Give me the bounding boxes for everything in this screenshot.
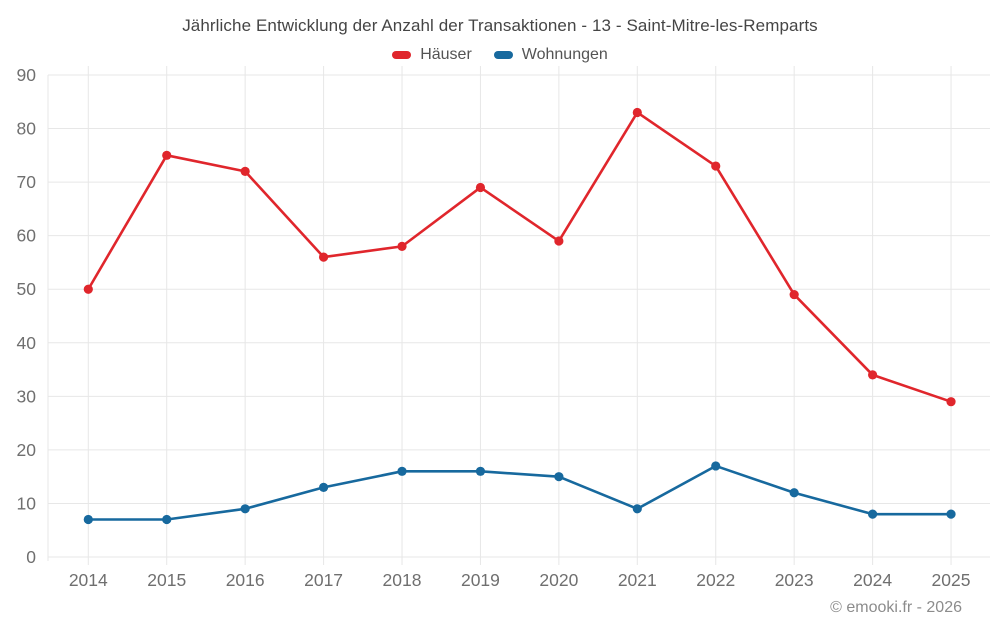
legend-swatch-wohnungen [493,51,513,59]
data-point-wohnungen-2016 [240,504,250,514]
y-axis-label: 50 [17,279,37,299]
y-axis-label: 10 [17,493,37,513]
y-axis-label: 20 [17,440,37,460]
data-point-h-user-2015 [162,150,172,160]
data-point-wohnungen-2022 [711,461,721,471]
data-point-h-user-2023 [789,289,799,300]
data-point-wohnungen-2021 [632,504,642,514]
x-axis-label: 2023 [775,570,814,590]
legend-swatch-h-user [392,51,412,59]
x-axis-label: 2019 [461,570,500,590]
data-point-wohnungen-2019 [475,466,486,476]
data-point-h-user-2018 [397,241,407,251]
series-line-wohnungen [87,464,953,521]
copyright-text: © emooki.fr - 2026 [830,599,962,616]
y-axis-label: 40 [17,333,37,353]
data-point-wohnungen-2023 [789,488,799,498]
x-axis-label: 2017 [304,570,343,590]
data-point-wohnungen-2020 [554,472,564,482]
data-point-h-user-2021 [632,107,642,118]
y-axis-label: 0 [26,547,36,567]
data-point-h-user-2022 [711,161,721,171]
data-point-h-user-2020 [554,236,564,246]
data-point-h-user-2025 [946,397,956,407]
data-point-wohnungen-2017 [318,482,329,492]
data-point-h-user-2017 [318,252,329,262]
legend-label-h-user: Häuser [420,46,472,63]
chart-title: Jährliche Entwicklung der Anzahl der Tra… [182,16,818,35]
x-axis-label: 2014 [69,570,108,590]
x-axis-label: 2015 [147,570,186,590]
y-axis-label: 30 [17,386,37,406]
x-axis-label: 2024 [853,570,892,590]
x-axis-label: 2018 [383,570,422,590]
legend-item-wohnungen[interactable]: Wohnungen [493,46,608,64]
data-point-h-user-2014 [83,284,93,294]
x-axis-label: 2016 [226,570,265,590]
y-axis-label: 60 [17,226,37,246]
legend-item-h-user[interactable]: Häuser [392,46,472,64]
y-axis-label: 70 [17,172,37,192]
x-axis-label: 2025 [932,570,971,590]
y-axis-label: 90 [17,65,37,85]
x-axis-label: 2020 [539,570,578,590]
series-line-h-user [87,111,953,403]
legend-label-wohnungen: Wohnungen [521,46,608,63]
x-axis-label: 2021 [618,570,657,590]
data-point-wohnungen-2024 [868,509,878,519]
data-point-wohnungen-2015 [162,514,172,525]
y-axis-label: 80 [17,119,37,139]
data-point-h-user-2019 [475,182,486,193]
data-point-wohnungen-2025 [946,509,956,519]
data-point-h-user-2016 [240,166,250,176]
x-axis-label: 2022 [696,570,735,590]
chart-legend: Häuser Wohnungen [0,46,1000,64]
data-point-wohnungen-2014 [83,514,93,525]
data-point-wohnungen-2018 [397,466,407,476]
data-point-h-user-2024 [868,370,878,380]
